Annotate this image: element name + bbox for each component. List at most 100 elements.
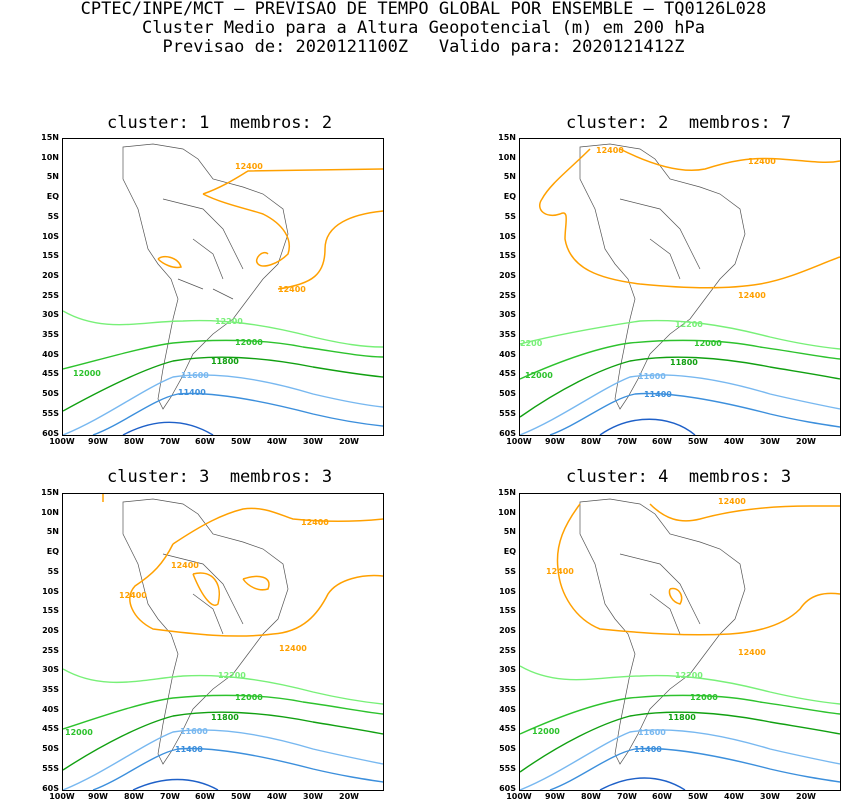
contour-12400 [102, 494, 384, 637]
lat-tick-label: 35S [499, 330, 516, 339]
contour-12400 [157, 168, 384, 290]
lon-tick-label: 40W [724, 792, 744, 801]
lat-tick-label: 35S [42, 330, 59, 339]
lat-tick-label: 25S [499, 645, 516, 655]
panel-2-svg: 12400 12400 12400 12200 12000 2200 12000… [519, 143, 841, 436]
contour-12400 [539, 148, 841, 289]
label-12400-a: 12400 [235, 162, 263, 171]
label-12400-b: 12400 [278, 285, 306, 294]
lat-tick-label: EQ [46, 547, 59, 557]
contour-11200 [599, 777, 686, 791]
label-12000-b: 12000 [525, 371, 553, 380]
lat-tick-label: 25S [42, 290, 59, 300]
label-11800: 11800 [668, 713, 696, 722]
contour-11400 [549, 392, 841, 436]
label-11600: 11600 [181, 371, 209, 380]
lon-tick-label: 50W [231, 437, 251, 446]
lat-tick-label: 60S [499, 428, 516, 438]
lat-tick-label: 45S [42, 369, 59, 379]
lat-tick-label: 15S [499, 251, 516, 261]
lat-tick-label: 55S [499, 763, 516, 773]
lat-tick-label: 35S [499, 685, 516, 694]
land-outline [122, 143, 289, 410]
lon-tick-label: 90W [545, 437, 565, 446]
contour-12000 [519, 694, 841, 735]
contour-12200 [62, 668, 384, 705]
label-12000-a: 12000 [235, 338, 263, 347]
lon-tick-label: 50W [231, 792, 251, 801]
panel-2-title: cluster: 2 membros: 7 [566, 113, 792, 133]
lon-tick-label: 60W [652, 792, 672, 801]
lat-tick-label: 20S [499, 270, 516, 280]
lat-tick-label: 5N [503, 172, 516, 182]
lat-tick-label: 30S [499, 310, 516, 320]
lat-tick-label: 45S [499, 724, 516, 734]
lat-tick-label: 30S [42, 310, 59, 320]
label-12400-b: 12400 [748, 157, 776, 166]
lat-tick-label: 15N [498, 133, 516, 142]
contour-11600 [519, 374, 841, 436]
label-11800: 11800 [211, 713, 239, 722]
panel-1-title: cluster: 1 membros: 2 [107, 113, 333, 133]
lat-tick-label: EQ [503, 192, 516, 202]
lon-tick-label: 20W [339, 437, 359, 446]
panel-3-map: 12400 12400 12400 12400 12200 12000 1200… [62, 493, 384, 791]
label-12200-edge: 2200 [520, 339, 543, 348]
label-11400: 11400 [178, 388, 206, 397]
contour-11600 [62, 374, 384, 436]
lat-tick-label: 40S [499, 704, 516, 714]
contour-11800 [62, 356, 384, 412]
label-12400-d: 12400 [279, 644, 307, 653]
lon-tick-label: 40W [267, 437, 287, 446]
contour-11800 [519, 356, 841, 418]
lat-tick-label: 5S [504, 211, 516, 221]
contour-11400 [549, 747, 841, 791]
lon-tick-label: 70W [617, 437, 637, 446]
lat-tick-label: 10N [498, 507, 516, 517]
label-11400: 11400 [634, 745, 662, 754]
label-12400-a: 12400 [301, 518, 329, 527]
lon-tick-label: 50W [688, 437, 708, 446]
label-11800: 11800 [670, 358, 698, 367]
lat-tick-label: 5N [503, 527, 516, 537]
lon-tick-label: 60W [195, 437, 215, 446]
lat-tick-label: EQ [503, 547, 516, 557]
lat-tick-label: 20S [499, 625, 516, 635]
lat-tick-label: 50S [499, 389, 516, 399]
land-outline [579, 143, 746, 410]
lat-tick-label: 15S [499, 606, 516, 616]
lon-tick-label: 30W [760, 792, 780, 801]
lat-tick-label: 15S [42, 606, 59, 616]
lat-tick-label: 25S [499, 290, 516, 300]
panel-4-svg: 12400 12400 12400 12200 12000 12000 1180… [519, 497, 841, 791]
land-outline [122, 498, 289, 765]
lon-tick-label: 100W [506, 792, 532, 801]
contour-11400 [92, 747, 384, 791]
lat-tick-label: 10N [41, 152, 59, 162]
contour-11200 [132, 778, 219, 791]
lat-tick-label: 30S [499, 665, 516, 675]
lon-tick-label: 30W [760, 437, 780, 446]
lon-tick-label: 30W [303, 792, 323, 801]
lat-tick-label: 40S [499, 349, 516, 359]
panel-1-svg: 12400 12400 12200 12000 12000 11800 1160… [62, 143, 384, 436]
label-12200: 12200 [215, 317, 243, 326]
contour-11800 [62, 711, 384, 771]
lat-tick-label: 35S [42, 685, 59, 694]
lat-tick-label: 50S [499, 744, 516, 754]
land-outline [579, 498, 746, 765]
contour-12200 [62, 310, 384, 348]
lon-tick-label: 80W [124, 437, 144, 446]
lat-tick-label: 30S [42, 665, 59, 675]
lon-tick-label: 70W [160, 437, 180, 446]
lon-tick-label: 90W [545, 792, 565, 801]
label-12000-a: 12000 [235, 693, 263, 702]
label-12000-b: 12000 [65, 728, 93, 737]
lon-tick-label: 60W [195, 792, 215, 801]
lon-tick-label: 20W [796, 792, 816, 801]
panel-1-map: 12400 12400 12200 12000 12000 11800 1160… [62, 138, 384, 436]
lon-tick-label: 60W [652, 437, 672, 446]
label-11600: 11600 [638, 728, 666, 737]
lat-tick-label: 15S [42, 251, 59, 261]
lat-tick-label: 15N [41, 488, 59, 497]
